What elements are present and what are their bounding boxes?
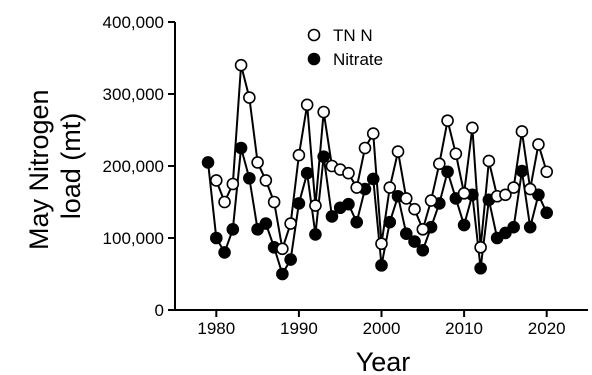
- legend-entry-nitrate: Nitrate: [307, 50, 383, 69]
- data-point-nitrate: [350, 215, 364, 229]
- y-axis-title: May Nitrogen load (mt): [24, 82, 86, 250]
- y-tick-label: 400,000: [103, 13, 164, 32]
- series-layer: [201, 58, 554, 281]
- legend-marker-nitrate: [307, 52, 321, 66]
- data-point-nitrate: [416, 243, 430, 257]
- y-tick-label: 300,000: [103, 85, 164, 104]
- x-tick-label: 2020: [528, 319, 566, 338]
- data-point-nitrate: [201, 156, 215, 169]
- data-point-tn-n: [474, 241, 487, 254]
- data-point-tn-n: [408, 202, 421, 216]
- data-point-tn-n: [350, 181, 364, 194]
- data-point-nitrate: [300, 166, 314, 180]
- series-tn-n: [210, 58, 554, 256]
- data-point-tn-n: [433, 157, 446, 171]
- data-point-tn-n: [366, 127, 380, 140]
- data-point-tn-n: [300, 98, 314, 112]
- data-point-nitrate: [408, 235, 421, 248]
- data-point-tn-n: [532, 138, 545, 151]
- data-point-nitrate: [284, 253, 297, 266]
- data-point-nitrate: [474, 261, 487, 275]
- x-axis-title: Year: [356, 347, 411, 375]
- data-point-tn-n: [391, 145, 405, 158]
- data-point-tn-n: [267, 195, 281, 209]
- data-point-tn-n: [251, 156, 264, 169]
- data-point-tn-n: [499, 188, 512, 202]
- data-point-tn-n: [259, 174, 273, 187]
- data-point-nitrate: [375, 259, 388, 272]
- data-point-tn-n: [234, 58, 248, 72]
- data-point-tn-n: [383, 181, 397, 194]
- data-point-tn-n: [441, 114, 454, 127]
- data-point-tn-n: [482, 154, 496, 168]
- x-tick-label: 2000: [363, 319, 401, 338]
- data-point-nitrate: [210, 231, 223, 245]
- legend-label-tn-n: TN N: [333, 26, 373, 45]
- data-point-tn-n: [210, 174, 223, 187]
- legend: TN N Nitrate: [307, 26, 383, 69]
- data-point-tn-n: [523, 182, 537, 196]
- data-point-tn-n: [416, 223, 430, 236]
- data-point-tn-n: [375, 237, 388, 251]
- data-point-tn-n: [399, 192, 413, 205]
- data-point-tn-n: [218, 195, 231, 209]
- data-point-nitrate: [226, 223, 240, 236]
- data-point-tn-n: [457, 187, 471, 200]
- data-point-tn-n: [309, 199, 322, 212]
- data-point-tn-n: [317, 105, 330, 119]
- data-point-nitrate: [342, 197, 355, 211]
- data-point-tn-n: [276, 242, 289, 256]
- y-axis-title-line-1: May Nitrogen: [24, 89, 54, 250]
- data-point-tn-n: [342, 166, 355, 180]
- data-point-tn-n: [284, 217, 297, 230]
- data-point-tn-n: [243, 91, 256, 104]
- data-point-nitrate: [441, 165, 454, 179]
- data-point-tn-n: [507, 181, 520, 194]
- data-point-nitrate: [515, 164, 529, 178]
- data-point-nitrate: [309, 228, 322, 241]
- y-tick-label: 0: [155, 301, 164, 320]
- data-point-nitrate: [507, 220, 520, 234]
- y-axis-ticks: 0 100,000 200,000 300,000 400,000: [103, 13, 175, 320]
- x-tick-label: 2010: [445, 319, 483, 338]
- data-point-tn-n: [449, 147, 463, 161]
- y-tick-label: 100,000: [103, 229, 164, 248]
- data-point-nitrate: [399, 227, 413, 240]
- data-point-nitrate: [457, 218, 471, 232]
- data-point-nitrate: [540, 206, 554, 220]
- data-point-tn-n: [424, 194, 438, 207]
- legend-entry-tn-n: TN N: [307, 26, 373, 45]
- x-tick-label: 1990: [280, 319, 318, 338]
- data-point-tn-n: [292, 148, 306, 162]
- x-axis-ticks: 1980 1990 2000 2010 2020: [197, 310, 566, 338]
- y-tick-label: 200,000: [103, 157, 164, 176]
- data-point-nitrate: [243, 171, 256, 185]
- data-point-nitrate: [292, 197, 306, 210]
- legend-marker-tn-n: [307, 28, 321, 42]
- legend-label-nitrate: Nitrate: [333, 50, 383, 69]
- data-point-nitrate: [234, 141, 248, 155]
- data-point-nitrate: [276, 267, 289, 281]
- data-point-nitrate: [218, 246, 231, 259]
- data-point-nitrate: [325, 210, 339, 223]
- data-point-tn-n: [226, 177, 240, 191]
- data-point-tn-n: [358, 141, 372, 155]
- data-point-tn-n: [540, 165, 554, 179]
- data-point-tn-n: [515, 125, 529, 138]
- data-point-tn-n: [466, 121, 479, 135]
- x-tick-label: 1980: [197, 319, 235, 338]
- data-point-nitrate: [259, 217, 273, 230]
- y-axis-title-line-2: load (mt): [56, 113, 86, 220]
- data-point-nitrate: [523, 220, 537, 234]
